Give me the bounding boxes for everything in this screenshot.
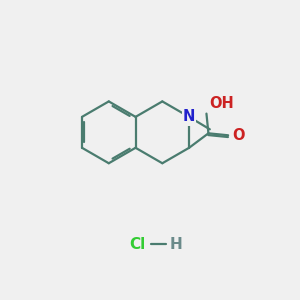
Text: N: N bbox=[183, 110, 195, 124]
Text: O: O bbox=[232, 128, 245, 143]
Text: Cl: Cl bbox=[129, 237, 146, 252]
Text: H: H bbox=[169, 237, 182, 252]
Text: OH: OH bbox=[209, 96, 234, 111]
